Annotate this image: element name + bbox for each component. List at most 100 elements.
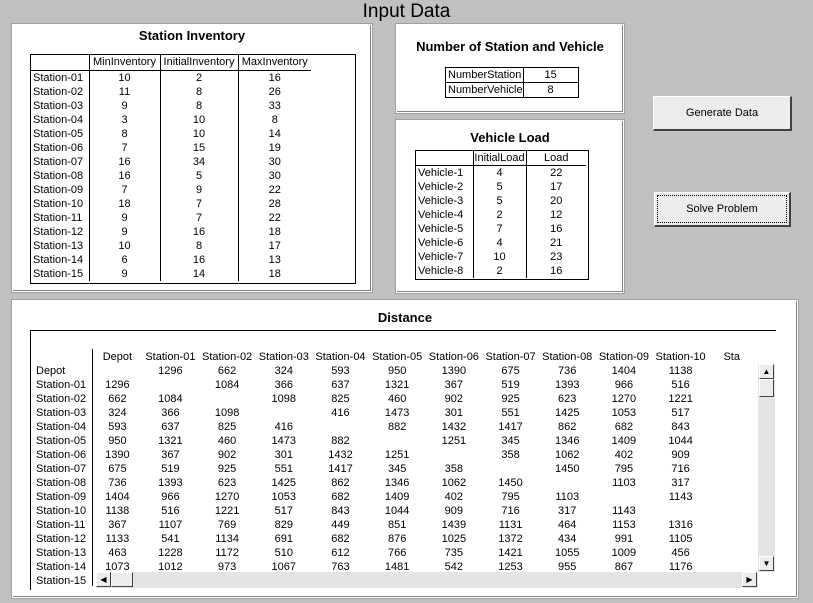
distance-title: Distance bbox=[13, 310, 797, 325]
vehicle-cell: 4 bbox=[473, 166, 526, 181]
inventory-cell: 18 bbox=[89, 197, 160, 211]
count-row: NumberVehicle 8 bbox=[446, 83, 579, 98]
distance-cell bbox=[369, 434, 426, 448]
inventory-row: Station-15 9 14 18 bbox=[31, 267, 311, 281]
inventory-cell: 8 bbox=[238, 113, 311, 127]
solve-problem-button[interactable]: Solve Problem bbox=[654, 192, 791, 227]
distance-cell: 675 bbox=[482, 364, 539, 378]
inventory-station-label: Station-06 bbox=[31, 141, 89, 155]
distance-cell: 829 bbox=[255, 518, 312, 532]
distance-cell: 516 bbox=[652, 378, 709, 392]
distance-row: Station-11 367 1107 769 829 449 851 1439 1131 464… bbox=[32, 518, 755, 532]
distance-cell: 345 bbox=[482, 434, 539, 448]
vehicle-cell: 22 bbox=[526, 166, 586, 181]
distance-row: Station-07 675 519 925 551 1417 345 358 1450 795 7… bbox=[32, 462, 755, 476]
distance-cell: 1417 bbox=[482, 420, 539, 434]
vehicle-col-header: Load bbox=[526, 151, 586, 166]
inventory-cell: 13 bbox=[238, 253, 311, 267]
distance-cell: 1221 bbox=[652, 392, 709, 406]
count-label: NumberStation bbox=[446, 68, 524, 83]
inventory-cell: 10 bbox=[89, 71, 160, 86]
vehicle-cell: 23 bbox=[526, 250, 586, 264]
vehicle-row: Vehicle-4 2 12 bbox=[416, 208, 586, 222]
distance-cell: 795 bbox=[482, 490, 539, 504]
vehicle-row: Vehicle-2 5 17 bbox=[416, 180, 586, 194]
distance-cell: 1055 bbox=[539, 546, 596, 560]
distance-cell: 682 bbox=[312, 532, 369, 546]
distance-cell bbox=[709, 546, 755, 560]
inventory-cell: 18 bbox=[238, 225, 311, 239]
distance-cell: 1251 bbox=[369, 448, 426, 462]
inventory-row: Station-04 3 10 8 bbox=[31, 113, 311, 127]
distance-cell: 301 bbox=[255, 448, 312, 462]
distance-col-header: Station-05 bbox=[369, 349, 426, 364]
inventory-row: Station-06 7 15 19 bbox=[31, 141, 311, 155]
distance-cell: 1393 bbox=[142, 476, 199, 490]
distance-cell: 416 bbox=[255, 420, 312, 434]
inventory-row: Station-03 9 8 33 bbox=[31, 99, 311, 113]
distance-cell: 843 bbox=[652, 420, 709, 434]
vehicle-load-panel: Vehicle Load InitialLoad Load Vehicle-1 4 2… bbox=[396, 120, 624, 293]
distance-cell bbox=[709, 462, 755, 476]
vertical-scrollbar[interactable]: ▲ ▼ bbox=[758, 364, 775, 572]
distance-cell: 825 bbox=[312, 392, 369, 406]
vehicle-cell: 7 bbox=[473, 222, 526, 236]
vehicle-label: Vehicle-5 bbox=[416, 222, 473, 236]
distance-row: Station-06 1390 367 902 301 1432 1251 358 1062 40… bbox=[32, 448, 755, 462]
station-inventory-table: MinInventory InitialInventory MaxInventory… bbox=[31, 55, 311, 281]
inventory-cell: 10 bbox=[89, 239, 160, 253]
distance-cell: 691 bbox=[255, 532, 312, 546]
distance-cell: 1450 bbox=[482, 476, 539, 490]
distance-cell: 1409 bbox=[369, 490, 426, 504]
distance-cell: 464 bbox=[539, 518, 596, 532]
inventory-station-label: Station-12 bbox=[31, 225, 89, 239]
distance-cell: 1372 bbox=[482, 532, 539, 546]
distance-cell: 1053 bbox=[255, 490, 312, 504]
distance-cell: 1417 bbox=[312, 462, 369, 476]
distance-cell: 843 bbox=[312, 504, 369, 518]
inventory-station-label: Station-13 bbox=[31, 239, 89, 253]
horizontal-scroll-thumb[interactable] bbox=[111, 572, 133, 587]
distance-cell: 463 bbox=[92, 546, 142, 560]
distance-cell: 909 bbox=[652, 448, 709, 462]
distance-col-header: Station-06 bbox=[426, 349, 483, 364]
inventory-row: Station-07 16 34 30 bbox=[31, 155, 311, 169]
distance-row-label: Station-13 bbox=[32, 546, 92, 560]
distance-cell: 1134 bbox=[199, 532, 256, 546]
distance-col-header: Station-01 bbox=[142, 349, 199, 364]
inventory-cell: 2 bbox=[160, 71, 238, 86]
distance-cell bbox=[709, 392, 755, 406]
distance-grid-viewport[interactable]: Depot Station-01 Station-02 Station-03 Stati… bbox=[32, 349, 755, 586]
distance-cell: 317 bbox=[652, 476, 709, 490]
scroll-right-button[interactable]: ▶ bbox=[742, 572, 757, 587]
distance-cell: 1316 bbox=[652, 518, 709, 532]
distance-col-header: Station-09 bbox=[596, 349, 653, 364]
vehicle-load-title: Vehicle Load bbox=[397, 130, 623, 145]
inventory-cell: 22 bbox=[238, 211, 311, 225]
distance-cell: 1390 bbox=[426, 364, 483, 378]
inventory-cell: 7 bbox=[160, 197, 238, 211]
distance-cell: 358 bbox=[482, 448, 539, 462]
inventory-col-header: InitialInventory bbox=[160, 55, 238, 71]
distance-cell: 1138 bbox=[92, 504, 142, 518]
distance-row: Station-01 1296 1084 366 637 1321 367 519 1393 96… bbox=[32, 378, 755, 392]
distance-row-label: Station-09 bbox=[32, 490, 92, 504]
distance-cell: 358 bbox=[426, 462, 483, 476]
distance-cell: 317 bbox=[539, 504, 596, 518]
vehicle-label: Vehicle-8 bbox=[416, 264, 473, 278]
distance-cell bbox=[709, 532, 755, 546]
distance-cell: 950 bbox=[369, 364, 426, 378]
scroll-up-button[interactable]: ▲ bbox=[759, 364, 774, 379]
distance-cell: 1107 bbox=[142, 518, 199, 532]
horizontal-scrollbar[interactable]: ◀ ▶ bbox=[96, 572, 758, 588]
generate-data-button[interactable]: Generate Data bbox=[653, 96, 792, 131]
vertical-scroll-thumb[interactable] bbox=[759, 379, 774, 397]
scroll-left-button[interactable]: ◀ bbox=[96, 572, 111, 587]
distance-cell: 1432 bbox=[312, 448, 369, 462]
distance-cell: 1103 bbox=[596, 476, 653, 490]
distance-cell: 517 bbox=[255, 504, 312, 518]
distance-cell: 682 bbox=[312, 490, 369, 504]
inventory-cell: 8 bbox=[160, 239, 238, 253]
vehicle-row: Vehicle-1 4 22 bbox=[416, 166, 586, 181]
scroll-down-button[interactable]: ▼ bbox=[759, 556, 774, 571]
